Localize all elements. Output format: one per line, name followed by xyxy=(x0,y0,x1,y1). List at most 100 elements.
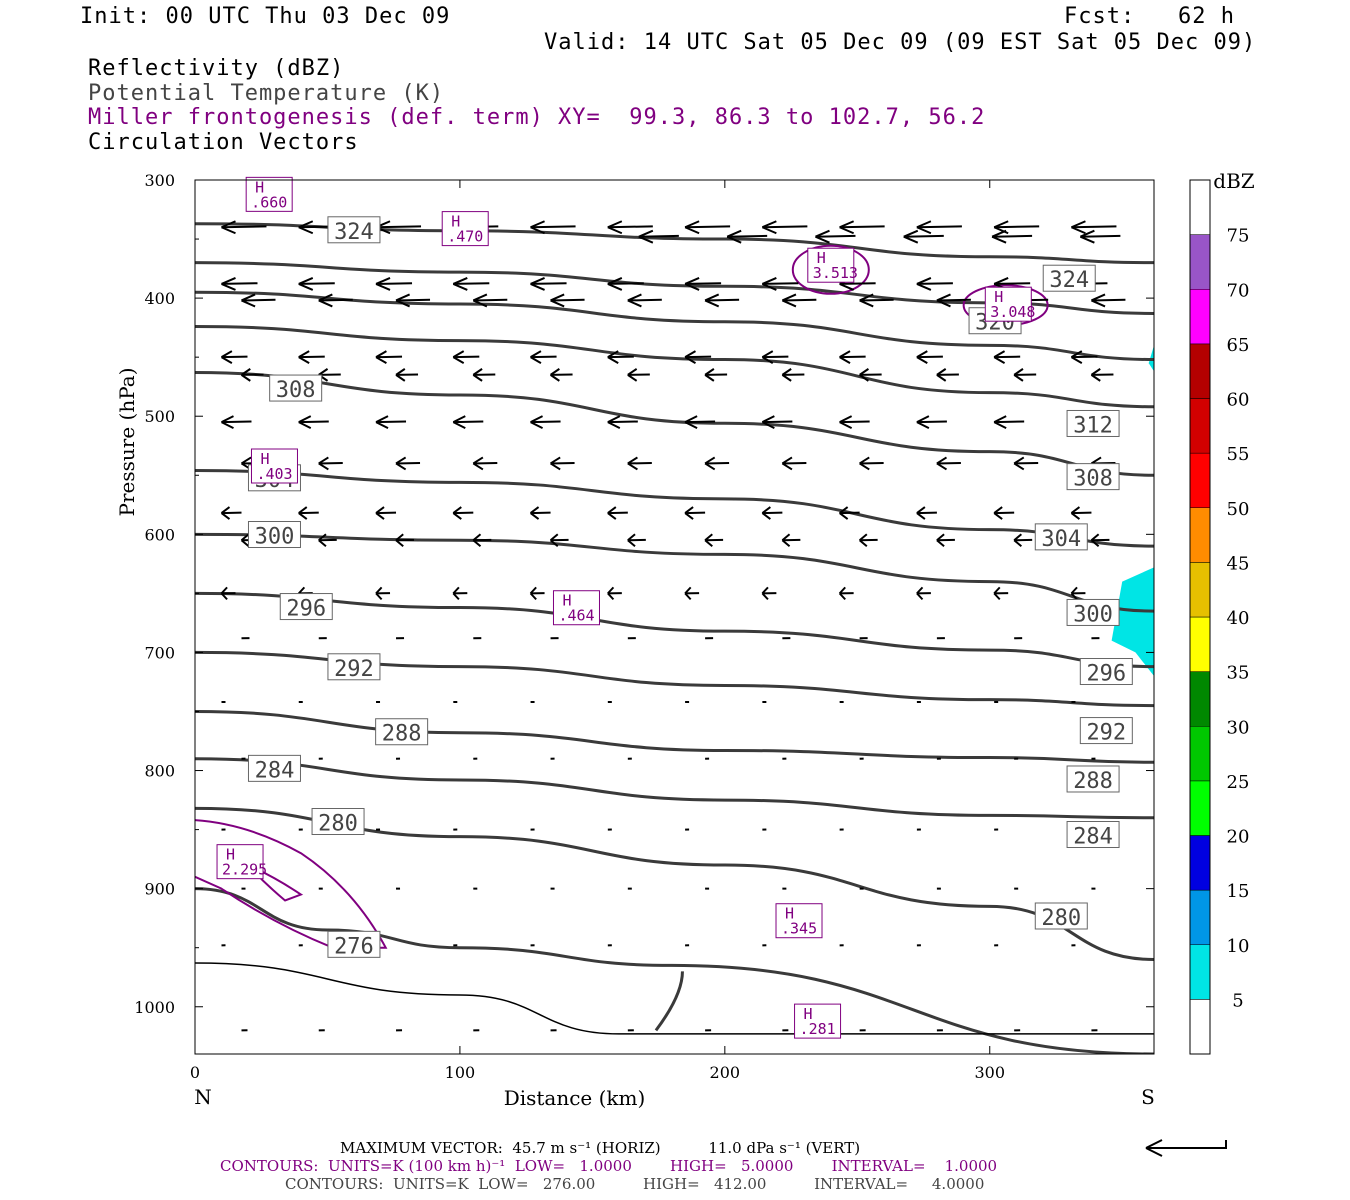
circulation-vector xyxy=(1071,220,1117,235)
north-label: N xyxy=(194,1085,212,1109)
x-tick-label: 200 xyxy=(710,1063,741,1082)
circulation-vector xyxy=(916,586,931,601)
circulation-vector xyxy=(781,368,805,382)
theta-label-box xyxy=(1066,765,1120,793)
theta-contour xyxy=(195,757,1154,820)
theta-label-box xyxy=(247,754,301,782)
circulation-vector xyxy=(638,229,679,244)
circulation-vector xyxy=(298,277,335,291)
x-axis-title: Distance (km) xyxy=(504,1086,646,1110)
theta-contour xyxy=(195,962,1154,1035)
theta-label: 280 xyxy=(318,812,358,837)
theta-label-box xyxy=(1066,463,1120,491)
theta-label: 276 xyxy=(334,934,374,959)
circulation-vector xyxy=(916,415,947,430)
circulation-vector xyxy=(607,350,634,365)
circulation-vector xyxy=(1090,533,1110,547)
circulation-vector xyxy=(627,456,652,471)
theta-label: 324 xyxy=(334,220,374,245)
colorbar-segment xyxy=(1189,234,1211,290)
circulation-vector xyxy=(375,350,403,365)
colorbar-tick-label: 15 xyxy=(1227,881,1250,902)
theta-contour xyxy=(195,591,1154,669)
circulation-vector xyxy=(452,415,484,430)
circulation-vector xyxy=(318,456,343,471)
circulation-vector xyxy=(859,368,882,382)
circulation-vector xyxy=(318,293,353,308)
circulation-vector xyxy=(993,220,1040,235)
circulation-vector xyxy=(529,586,545,601)
colorbar-segment xyxy=(1189,999,1211,1055)
theta-label: 292 xyxy=(334,657,374,682)
fronto-max-symbol: H xyxy=(562,592,571,610)
colorbar-segment xyxy=(1189,507,1211,563)
theta-label-box xyxy=(327,930,381,958)
circulation-vector xyxy=(903,229,944,244)
circulation-vector xyxy=(916,277,953,291)
circulation-vector xyxy=(936,293,971,308)
fronto-max-value: 3.513 xyxy=(813,264,858,282)
colorbar-tick-label: 55 xyxy=(1227,444,1250,465)
circulation-vector xyxy=(220,586,236,601)
theta-label: 284 xyxy=(255,758,295,783)
colorbar-tick-label: 60 xyxy=(1227,390,1250,411)
colorbar-frame xyxy=(1189,179,1211,1055)
colorbar-tick-label: 10 xyxy=(1227,936,1250,957)
circulation-vector xyxy=(607,220,653,235)
theta-label-box xyxy=(327,653,381,681)
reflectivity-area xyxy=(1111,567,1154,677)
circulation-vector xyxy=(298,350,325,365)
theta-contour xyxy=(195,709,1154,764)
theta-contour xyxy=(195,371,1154,477)
colorbar-tick-label: 20 xyxy=(1227,827,1250,848)
circulation-vector xyxy=(452,586,468,601)
theta-label-box xyxy=(1034,902,1088,930)
circulation-vector xyxy=(241,293,276,308)
circulation-vector xyxy=(375,277,413,291)
fronto-max-symbol: H xyxy=(817,249,826,267)
theta-label: 304 xyxy=(1041,527,1081,552)
circulation-vector xyxy=(761,415,793,430)
circulation-vector xyxy=(761,277,799,291)
circulation-vector xyxy=(1091,293,1126,308)
circulation-vector xyxy=(761,586,777,601)
theta-contour xyxy=(195,324,1154,409)
circulation-vector xyxy=(704,533,724,547)
theta-label: 324 xyxy=(1049,268,1089,293)
fronto-max-box xyxy=(775,903,823,939)
field-vectors: Circulation Vectors xyxy=(88,130,359,155)
colorbar-segment xyxy=(1189,562,1211,618)
fronto-max-value: .403 xyxy=(256,465,292,483)
theta-label-box xyxy=(247,521,301,549)
fronto-max-symbol: H xyxy=(994,288,1003,306)
circulation-vector xyxy=(916,350,943,365)
circulation-vector xyxy=(375,586,391,601)
circulation-vector xyxy=(627,533,646,547)
colorbar-segment xyxy=(1189,343,1211,399)
y-tick-label: 800 xyxy=(144,762,175,781)
circulation-vector xyxy=(839,506,860,520)
fronto-max-box xyxy=(984,286,1032,322)
circulation-vector xyxy=(781,293,817,308)
circulation-vector xyxy=(452,350,480,365)
colorbar-tick-label: 35 xyxy=(1227,663,1250,684)
reference-vector xyxy=(1145,1139,1227,1157)
theta-label: 308 xyxy=(276,378,316,403)
colorbar-tick-label: 40 xyxy=(1227,608,1250,629)
theta-label: 288 xyxy=(1073,769,1113,794)
init-time: Init: 00 UTC Thu 03 Dec 09 xyxy=(80,4,451,29)
circulation-vector xyxy=(936,456,961,471)
circulation-vector xyxy=(549,368,573,382)
circulation-vector xyxy=(472,293,508,308)
circulation-vector xyxy=(704,368,728,382)
theta-label-box xyxy=(279,593,333,621)
y-axis-title: Pressure (hPa) xyxy=(115,368,139,517)
theta-label-box xyxy=(327,216,381,244)
circulation-vector xyxy=(607,277,644,291)
x-tick-label: 0 xyxy=(190,1063,200,1082)
circulation-vector xyxy=(395,368,419,382)
theta-label-box xyxy=(269,374,323,402)
circulation-vector xyxy=(395,293,431,308)
colorbar-tick-label: 70 xyxy=(1227,280,1250,301)
